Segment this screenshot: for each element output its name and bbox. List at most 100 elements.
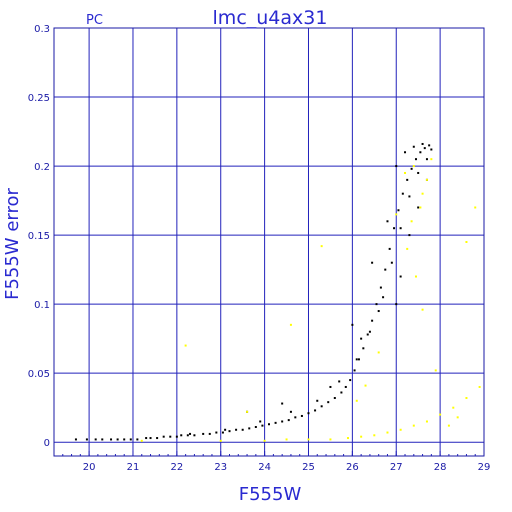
x-tick-labels: 20 21 22 23 24 25 26 27 28 29 (83, 462, 491, 473)
data-point-yellow (421, 308, 424, 311)
data-point-yellow (346, 437, 349, 440)
data-point-black (417, 171, 420, 174)
data-point-black (388, 247, 391, 250)
data-point-yellow (456, 416, 459, 419)
data-point-black (221, 431, 224, 434)
data-point-yellow (263, 439, 266, 442)
data-point-black (327, 401, 330, 404)
data-point-yellow (289, 323, 292, 326)
data-point-black (351, 323, 354, 326)
data-point-black (274, 421, 277, 424)
data-point-yellow (414, 275, 417, 278)
data-point-black (145, 437, 148, 440)
data-point-black (254, 426, 257, 429)
x-tick-label: 24 (258, 462, 271, 473)
data-point-yellow (246, 410, 249, 413)
data-point-yellow (285, 438, 288, 441)
y-axis-title: F555W error (2, 188, 23, 300)
data-point-black (414, 158, 417, 161)
data-point-black (241, 428, 244, 431)
data-point-yellow (447, 424, 450, 427)
data-point-black (193, 434, 196, 437)
data-point-black (224, 428, 227, 431)
data-point-black (408, 195, 411, 198)
data-point-black (421, 142, 424, 145)
data-point-black (287, 419, 290, 422)
x-tick-label: 28 (434, 462, 447, 473)
data-point-yellow (377, 351, 380, 354)
data-point-yellow (412, 424, 415, 427)
y-tick-label: 0 (44, 438, 50, 449)
data-point-black (189, 432, 192, 435)
data-point-black (294, 416, 297, 419)
data-point-black (397, 209, 400, 212)
data-point-black (129, 438, 132, 441)
data-point-black (180, 434, 183, 437)
data-point-black (289, 410, 292, 413)
y-tick-label: 0.3 (34, 24, 50, 35)
data-point-black (268, 423, 270, 426)
data-point-black (202, 432, 205, 435)
data-point-yellow (465, 241, 468, 243)
data-point-yellow (425, 178, 428, 181)
data-point-black (423, 147, 426, 150)
data-point-black (395, 303, 398, 306)
data-point-black (390, 261, 393, 264)
data-point-black (175, 435, 178, 438)
data-point-black (368, 330, 371, 333)
data-point-black (136, 438, 139, 441)
data-point-yellow (399, 428, 402, 431)
data-point-black (156, 437, 159, 440)
data-point-black (404, 151, 407, 154)
data-point-black (408, 234, 411, 237)
data-point-black (425, 158, 428, 161)
data-point-black (74, 438, 77, 441)
data-point-yellow (430, 158, 433, 161)
data-point-yellow (410, 220, 413, 223)
data-point-yellow (474, 206, 477, 209)
data-point-black (338, 380, 341, 383)
data-point-yellow (395, 213, 398, 216)
data-point-yellow (452, 406, 455, 409)
data-point-black (349, 379, 352, 382)
data-point-black (215, 431, 218, 434)
x-tick-label: 21 (127, 462, 140, 473)
data-point-black (316, 399, 319, 402)
data-point-yellow (386, 431, 389, 434)
y-tick-label: 0.25 (28, 93, 50, 104)
grid-lines (53, 28, 485, 456)
data-point-black (382, 296, 385, 299)
y-tick-label: 0.1 (34, 300, 50, 311)
y-tick-label: 0.05 (28, 369, 50, 380)
data-point-black (379, 286, 382, 289)
data-point-black (399, 227, 402, 230)
y-tick-label: 0.2 (34, 162, 50, 173)
data-point-black (300, 414, 303, 417)
data-point-black (314, 409, 317, 412)
data-point-black (357, 358, 360, 361)
data-point-black (393, 227, 396, 230)
data-point-black (123, 438, 126, 441)
data-point-black (186, 434, 189, 437)
data-point-black (366, 333, 369, 336)
data-point-black (281, 402, 284, 405)
data-point-black (355, 358, 358, 361)
x-axis-title: F555W (239, 484, 302, 505)
chart-title: lmc_u4ax31 (213, 7, 328, 29)
data-point-yellow (140, 439, 143, 442)
data-point-black (399, 275, 402, 278)
data-point-black (353, 369, 356, 372)
data-point-black (228, 430, 231, 433)
data-point-yellow (439, 413, 442, 416)
x-tick-label: 27 (390, 462, 403, 473)
data-point-black (259, 420, 262, 423)
data-point-black (412, 145, 415, 148)
data-point-yellow (425, 420, 428, 423)
data-point-yellow (465, 397, 468, 400)
data-point-black (375, 303, 378, 306)
data-point-black (362, 347, 365, 350)
data-point-yellow (373, 434, 376, 437)
data-point-black (94, 438, 97, 441)
data-point-yellow (355, 399, 358, 402)
data-point-black (371, 319, 374, 322)
